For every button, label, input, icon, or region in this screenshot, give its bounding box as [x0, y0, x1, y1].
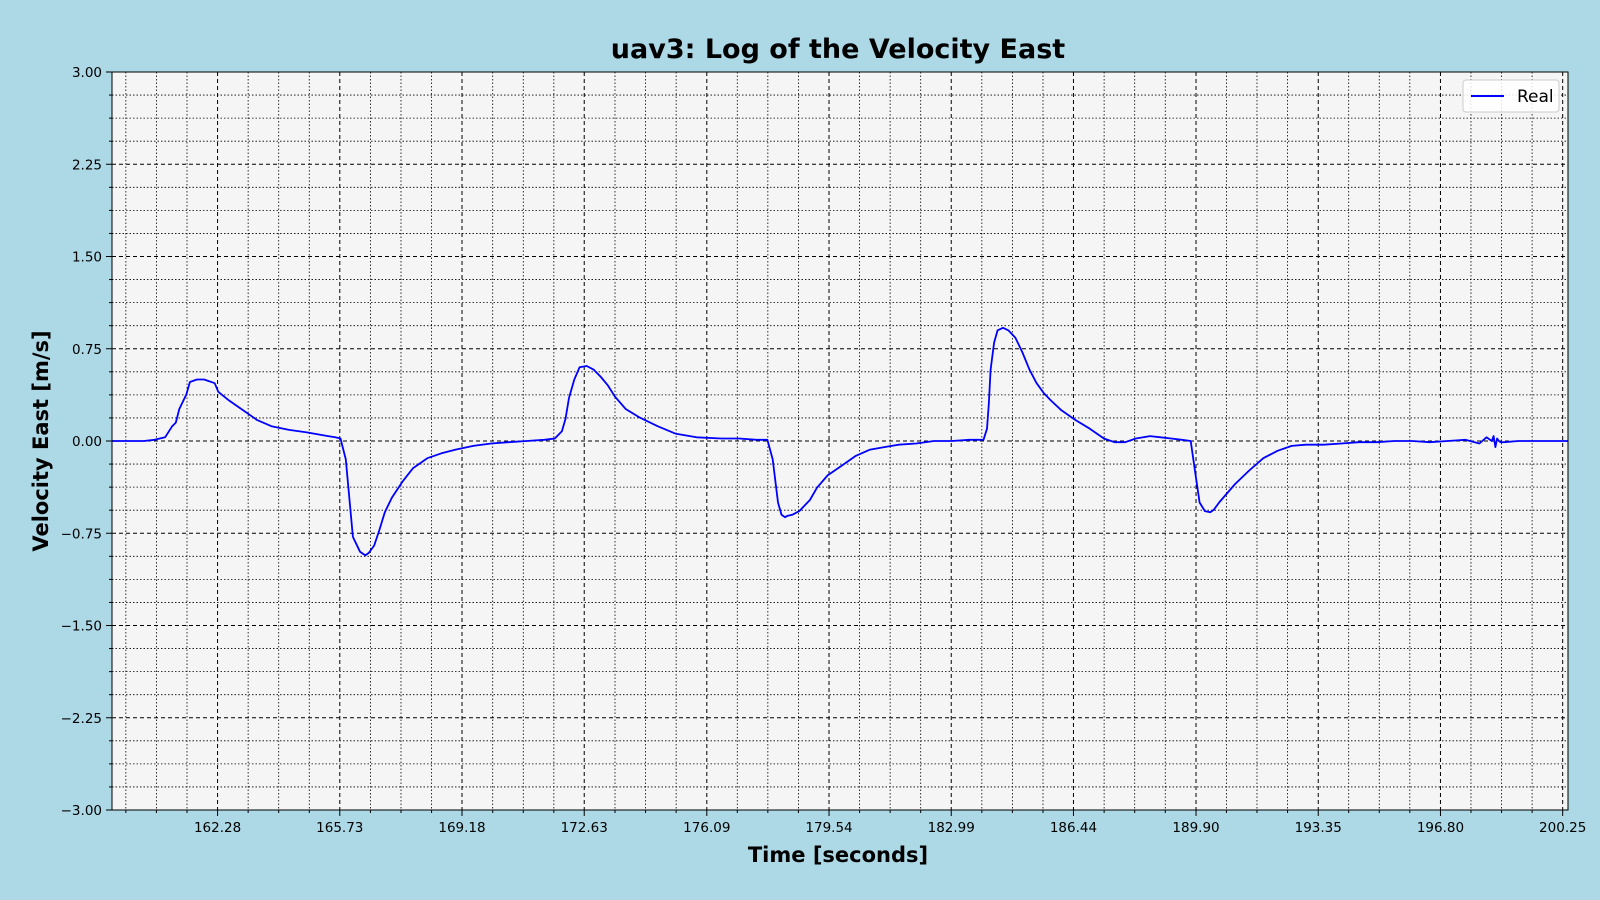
x-axis: 162.28 165.73 169.18 172.63 176.09 179.54 182.…: [125, 810, 1586, 836]
y-tick-label: 1.50: [72, 250, 102, 266]
y-axis-title: Velocity East [m/s]: [29, 330, 53, 551]
series-layer: [112, 326, 1568, 557]
x-tick-label: 176.09: [683, 820, 730, 836]
chart-title: uav3: Log of the Velocity East: [611, 34, 1065, 65]
y-tick-label: 0.00: [72, 434, 102, 450]
x-tick-label: 182.99: [928, 820, 975, 836]
x-tick-label: 196.80: [1417, 820, 1464, 836]
legend-label-real: Real: [1517, 87, 1554, 107]
y-tick-label: 3.00: [72, 65, 102, 81]
x-tick-label: 179.54: [805, 820, 852, 836]
legend-frame: [1462, 79, 1560, 113]
y-tick-label: 2.25: [72, 157, 102, 173]
x-tick-label: 162.28: [194, 820, 241, 836]
y-tick-label: −1.50: [61, 619, 102, 635]
x-tick-label: 165.73: [316, 820, 363, 836]
y-tick-label: −3.00: [61, 803, 102, 819]
series-line-real: [112, 326, 1568, 557]
x-tick-label: 172.63: [561, 820, 608, 836]
x-tick-label: 200.25: [1539, 820, 1586, 836]
y-tick-label: −2.25: [61, 711, 102, 727]
legend: Real: [1462, 79, 1560, 113]
x-tick-label: 169.18: [438, 820, 485, 836]
y-tick-label: −0.75: [61, 526, 102, 542]
y-tick-label: 0.75: [72, 342, 102, 358]
y-axis: −3.00 −2.25 −1.50 −0.75 0.00 0.75 1.50 2.25 3.00: [61, 65, 112, 819]
x-tick-label: 189.90: [1172, 820, 1219, 836]
x-tick-label: 193.35: [1295, 820, 1342, 836]
x-tick-label: 186.44: [1050, 820, 1097, 836]
x-axis-title: Time [seconds]: [748, 843, 928, 867]
